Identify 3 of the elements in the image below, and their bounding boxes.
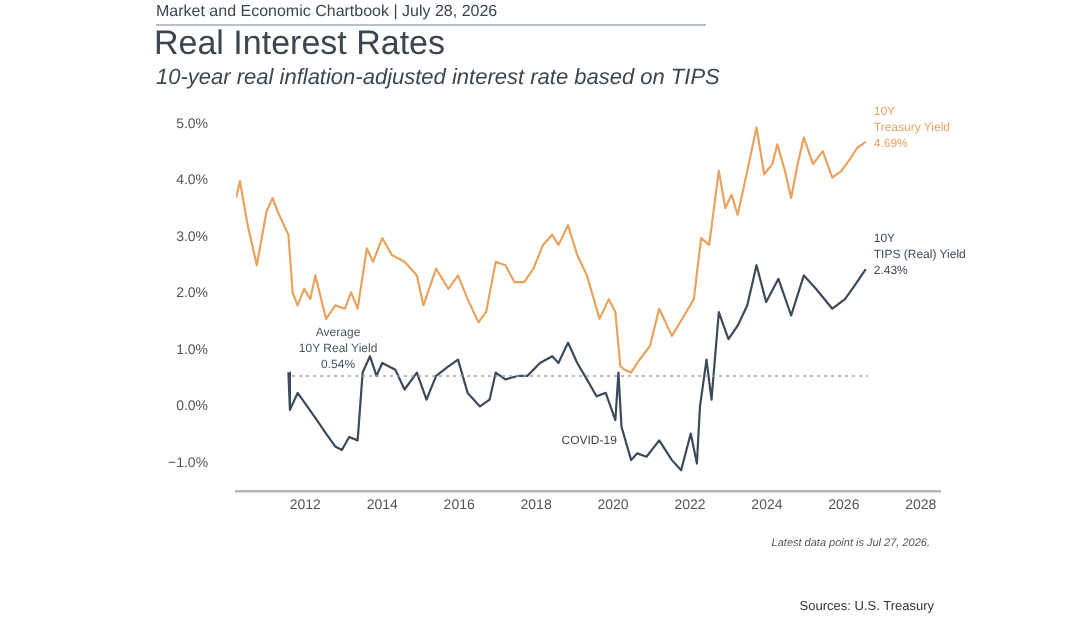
chart-title: Real Interest Rates bbox=[154, 24, 446, 64]
chart-subtitle: 10-year real inflation-adjusted interest rate based on TIPS bbox=[156, 66, 720, 90]
text: Market and Economic Chartbook | July 28, 2026 bbox=[156, 2, 706, 26]
